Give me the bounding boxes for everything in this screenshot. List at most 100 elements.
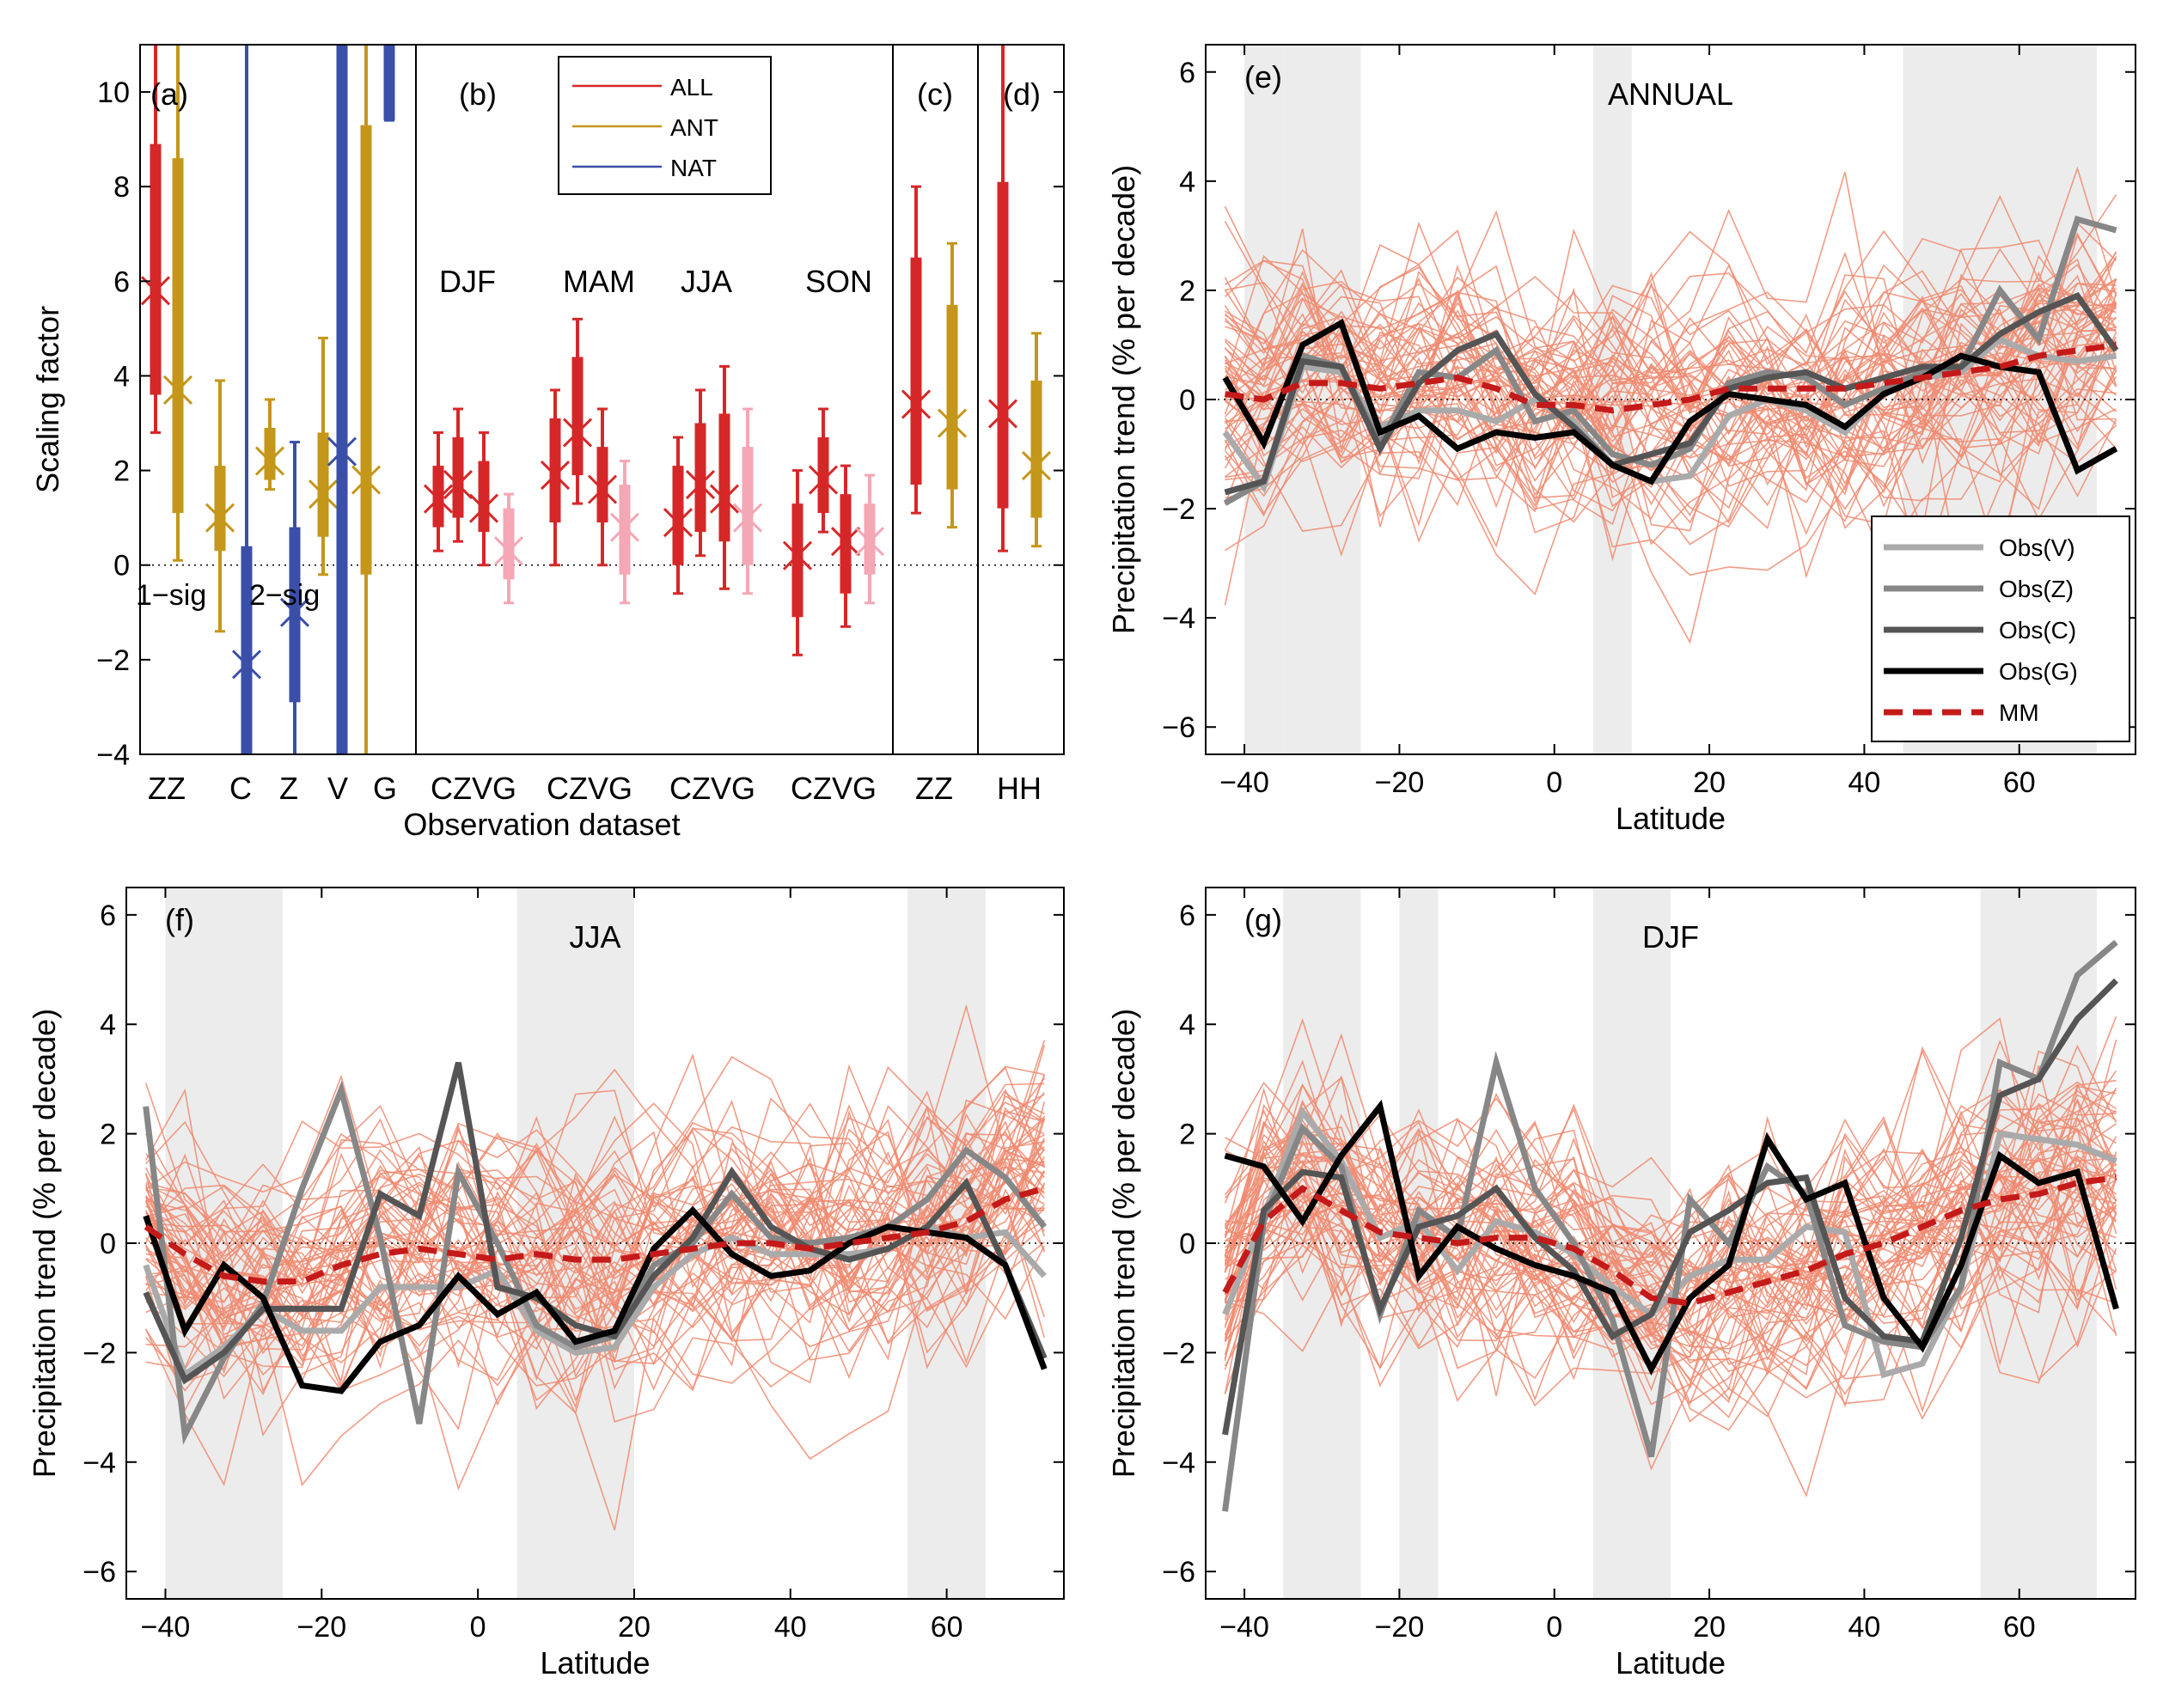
x-tick-label: CZVG [669,771,755,806]
plot-area [126,1003,1064,1531]
x-tick-label: −20 [1375,1611,1425,1644]
best-estimate-marker [540,461,571,491]
y-tick-label: −2 [96,644,130,677]
errorbar-b-son-c [782,469,813,656]
model-run-line [145,1083,1045,1350]
x-tick-label: −20 [296,1611,346,1644]
best-estimate-marker [830,527,861,557]
series-line-obsg [1222,318,2118,485]
best-estimate-marker [162,375,193,406]
model-run-line [145,1065,1045,1392]
y-tick-label: 8 [113,171,130,204]
model-run-line [1224,1103,2117,1404]
panel-label: (a) [150,76,188,112]
season-label: JJA [681,264,732,299]
best-estimate-marker [901,389,932,419]
model-run-line [144,1077,1045,1305]
model-run-line [145,1115,1045,1380]
best-estimate-marker [205,503,235,533]
model-run-line [145,1142,1046,1344]
season-label: SON [805,264,872,299]
model-run-line [144,1074,1046,1365]
y-tick-label: 6 [1179,57,1195,89]
y-tick-label: −2 [82,1337,116,1369]
x-tick-label: 0 [1546,1611,1562,1644]
x-tick-label: ZZ [915,771,953,806]
x-tick-label: −40 [141,1611,191,1644]
axes-box [139,44,1065,755]
model-run-line [1224,313,2117,510]
model-run-line [1224,254,2117,512]
x-tick-label: 0 [470,1611,486,1644]
best-estimate-marker [808,465,839,495]
best-estimate-marker [327,436,357,467]
x-tick-label: −40 [1219,766,1269,799]
y-tick-label: −6 [1162,711,1195,744]
model-run-line [1224,1083,2117,1391]
model-run-line [145,1068,1046,1369]
legend-label: Obs(Z) [1999,576,2074,602]
djf-trend-panel: −40 −20 0 20 40 60−6−4−20246LatitudePrecipita… [1106,887,2136,1681]
y-tick-label: 10 [97,76,130,109]
y-tick-label: −6 [1162,1556,1195,1589]
errorbar-a-ant-c [205,379,235,633]
errorbar-a-nat-v [327,45,357,754]
legend-label: ANT [670,114,718,141]
series-line-mm [1225,342,2117,414]
y-tick-label: 2 [113,455,130,488]
y-tick-label: 2 [100,1119,116,1151]
best-estimate-marker [663,508,694,538]
model-run-line [145,1174,1045,1531]
model-run-line [145,1145,1045,1461]
errorbar-b-son-v [830,464,861,628]
y-tick-label: −4 [82,1447,116,1479]
errorbar-d-all-h [987,45,1018,552]
model-run-line [144,1118,1046,1367]
legend-label: Obs(V) [1999,534,2075,561]
errorbar-b-mam-z [562,317,593,505]
best-estimate-marker [854,527,885,557]
x-tick-label: 20 [1693,766,1726,799]
model-run-line [145,1100,1045,1362]
model-run-line [1224,1081,2117,1407]
model-run-line [144,1115,1046,1412]
panel-label: (d) [1003,76,1041,112]
best-estimate-marker [279,597,310,627]
x-tick-label: 20 [618,1611,651,1644]
model-run-line [1224,247,2117,508]
x-tick-label: V [327,771,348,806]
best-estimate-marker [732,503,763,533]
errorbar-a-ant-g [351,45,382,754]
errorbar-b-mam-g [609,460,640,605]
model-run-line [145,1116,1045,1392]
errorbar-a-ant-v [308,336,339,576]
x-axis-label: Latitude [540,1645,650,1681]
season-label: DJF [439,264,496,299]
model-run-line [1224,221,2117,486]
x-axis-label: Observation dataset [403,807,680,842]
best-estimate-marker [231,650,262,680]
series-line-obsg [143,1205,1048,1394]
panel-label: (b) [459,76,497,112]
model-run-line [1224,283,2117,644]
y-tick-label: −4 [96,739,130,772]
legend-label: Obs(G) [1999,658,2078,685]
x-tick-label: 60 [931,1611,963,1644]
model-run-line [1225,265,2117,435]
sig-label: 1−sig [136,579,206,612]
errorbar-a-nat-c [231,45,262,754]
y-tick-label: 4 [1179,166,1195,198]
errorbar-a-nat-g [383,45,395,122]
model-run-line [1224,1120,2117,1281]
model-run-line [1224,229,2117,491]
model-run-line [1224,205,2117,454]
series-line-obsc [143,1061,1048,1385]
errorbar-b-djf-v [468,431,499,567]
y-tick-label: 6 [113,265,130,298]
x-tick-label: 40 [1848,1611,1881,1644]
series-line-obsg [1224,1099,2119,1376]
x-tick-label: CZVG [431,771,516,806]
errorbar-c-ant-z [937,241,968,529]
errorbar-b-mam-c [540,388,571,567]
